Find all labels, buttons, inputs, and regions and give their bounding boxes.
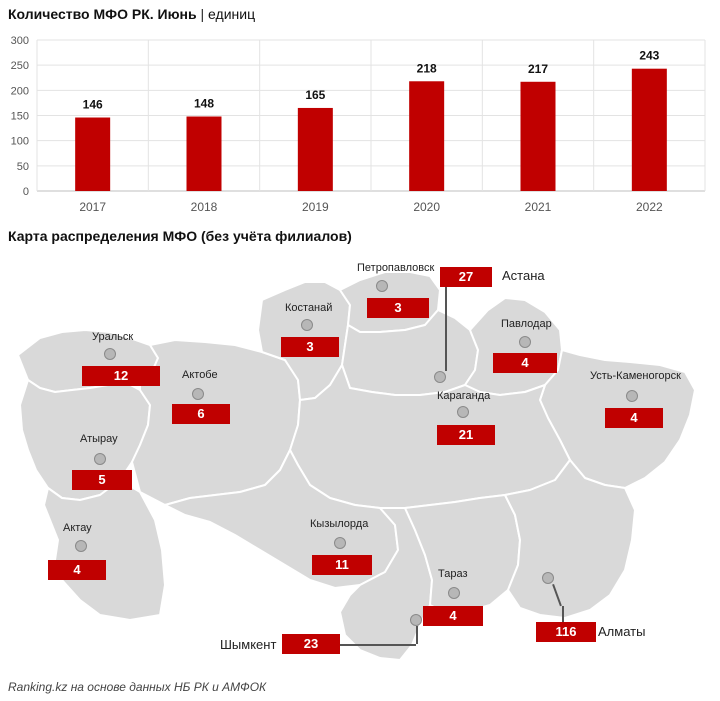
city-label: Шымкент [220,637,277,652]
city-count-badge: 5 [72,470,132,490]
city-count-badge: 3 [281,337,339,357]
chart-unit: единиц [208,6,256,22]
city-label: Уральск [92,331,134,343]
y-tick-label: 100 [11,136,29,148]
city-count-badge: 21 [437,425,495,445]
city-dot [542,572,554,584]
city-label: Алматы [598,624,646,639]
source-note: Ranking.kz на основе данных НБ РК и АМФО… [8,680,267,694]
city-count-badge: 12 [82,366,160,386]
y-tick-label: 300 [11,35,29,47]
city-dot [626,390,638,402]
city-label: Петропавловск [357,262,435,274]
city-dot [448,587,460,599]
bar [409,81,445,191]
bar [186,116,222,191]
region-pavlodar [464,297,563,396]
city-dot [75,540,87,552]
y-tick-label: 50 [17,161,29,173]
leader-line [416,626,418,644]
city-dot [519,336,531,348]
city-dot [301,319,313,331]
title-separator: | [200,6,205,22]
bar-value-label: 165 [305,88,325,102]
leader-line [562,606,564,622]
city-label: Усть-Каменогорск [590,370,681,382]
city-count-badge: 23 [282,634,340,654]
y-tick-label: 0 [23,186,29,198]
x-tick-label: 2021 [525,200,552,214]
leader-line [340,644,416,646]
city-count-badge: 11 [312,555,372,575]
bar-value-label: 148 [194,97,214,111]
city-label: Тараз [438,568,468,580]
x-tick-label: 2019 [302,200,329,214]
city-dot [334,537,346,549]
y-tick-label: 150 [11,111,29,123]
city-count-badge: 4 [423,606,483,626]
city-dot [410,614,422,626]
city-label: Атырау [80,433,118,445]
city-count-badge: 4 [605,408,663,428]
city-label: Актобе [182,369,218,381]
region-almaty [504,459,636,619]
bar-value-label: 217 [528,62,548,76]
y-tick-label: 200 [11,85,29,97]
bar [297,107,333,191]
bar-value-label: 146 [83,98,103,112]
x-tick-label: 2018 [191,200,218,214]
city-label: Караганда [437,390,491,402]
city-label: Астана [502,268,545,283]
bar [520,81,556,191]
region-mangystau [43,479,166,621]
kazakhstan-map [17,271,696,661]
city-count-badge: 4 [48,560,106,580]
x-tick-label: 2020 [413,200,440,214]
bar-value-label: 218 [417,61,437,75]
city-count-badge: 27 [440,267,492,287]
y-tick-label: 250 [11,60,29,72]
city-dot [94,453,106,465]
city-dot [104,348,116,360]
bar [631,68,667,191]
bar-chart: 0 50 100 150 200 250 300 146 2017 148 2018 165 2019 2… [11,35,706,214]
map-title: Карта распределения МФО (без учёта филиа… [8,228,352,244]
city-dot [192,388,204,400]
city-label: Костанай [285,302,333,314]
city-count-badge: 116 [536,622,596,642]
bar-value-label: 243 [639,49,659,63]
city-count-badge: 6 [172,404,230,424]
leader-line [445,283,447,371]
city-label: Актау [63,522,92,534]
city-count-badge: 4 [493,353,557,373]
city-label: Кызылорда [310,518,369,530]
x-tick-label: 2017 [79,200,106,214]
city-dot [457,406,469,418]
bar [75,117,111,191]
city-dot [376,280,388,292]
chart-title-text: Количество МФО РК. Июнь [8,6,197,22]
x-tick-label: 2022 [636,200,663,214]
city-dot [434,371,446,383]
chart-title: Количество МФО РК. Июнь | единиц [8,6,255,22]
city-label: Павлодар [501,318,552,330]
city-count-badge: 3 [367,298,429,318]
